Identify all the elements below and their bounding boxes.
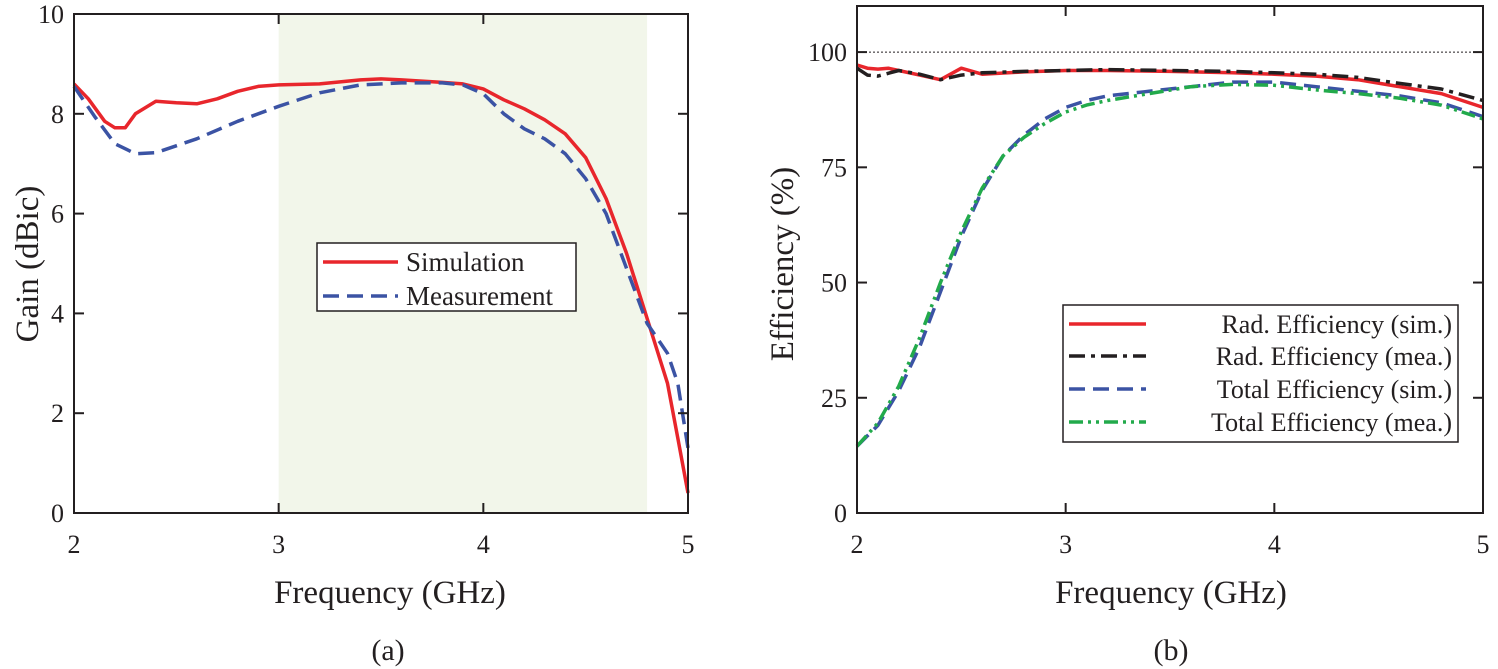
y-axis-title: Efficiency (%) xyxy=(765,167,801,362)
legend-entry-measurement: Measurement xyxy=(406,281,553,311)
y-tick-label: 10 xyxy=(38,0,64,29)
x-axis-title: Frequency (GHz) xyxy=(1055,575,1287,611)
legend-entry-simulation: Simulation xyxy=(406,247,525,277)
y-tick-label: 8 xyxy=(51,100,64,129)
x-tick-labels: 2 3 4 5 xyxy=(68,530,695,559)
y-tick-label: 25 xyxy=(821,384,847,413)
legend: Simulation Measurement xyxy=(316,242,577,312)
series-line-simulation xyxy=(72,77,690,494)
series-line-measurement xyxy=(72,81,690,449)
legend: Rad. Efficiency (sim.) Rad. Efficiency (… xyxy=(1062,304,1459,443)
y-tick-label: 6 xyxy=(51,200,64,229)
x-tick-label: 2 xyxy=(68,530,81,559)
x-tick-label: 4 xyxy=(477,530,490,559)
y-tick-label: 75 xyxy=(821,153,847,182)
y-tick-label: 4 xyxy=(51,299,64,328)
series-line-total-efficiency-mea xyxy=(855,82,1484,448)
efficiency-chart: 2 3 4 5 0 25 50 75 100 Frequency (GHz) E… xyxy=(765,5,1490,667)
x-tick-label: 4 xyxy=(1268,530,1281,559)
gain-plot-area xyxy=(72,77,690,494)
series-line-rad-efficiency-mea xyxy=(856,66,1484,103)
y-tick-label: 2 xyxy=(51,399,64,428)
y-tick-labels: 0 2 4 6 8 10 xyxy=(38,0,64,528)
plot-frame xyxy=(856,5,1484,514)
series-line-rad-efficiency-sim xyxy=(856,63,1484,110)
x-tick-label: 3 xyxy=(272,530,285,559)
x-tick-labels: 2 3 4 5 xyxy=(851,530,1490,559)
series-line-total-efficiency-sim xyxy=(855,80,1484,448)
y-axis-title: Gain (dBic) xyxy=(10,186,46,343)
y-tick-labels: 0 25 50 75 100 xyxy=(808,38,847,528)
y-tick-label: 0 xyxy=(834,499,847,528)
y-tick-label: 100 xyxy=(808,38,847,67)
legend-box xyxy=(316,242,577,312)
legend-entry-total-sim: Total Efficiency (sim.) xyxy=(1217,375,1452,404)
x-axis-title: Frequency (GHz) xyxy=(274,575,506,611)
y-tick-label: 50 xyxy=(821,269,847,298)
x-tick-label: 5 xyxy=(682,530,695,559)
x-tick-label: 5 xyxy=(1477,530,1490,559)
x-tick-label: 3 xyxy=(1059,530,1072,559)
legend-entry-rad-mea: Rad. Efficiency (mea.) xyxy=(1216,342,1452,371)
efficiency-plot-area xyxy=(855,63,1484,448)
y-tick-label: 0 xyxy=(51,499,64,528)
legend-entry-total-mea: Total Efficiency (mea.) xyxy=(1211,408,1452,437)
gain-chart: 2 3 4 5 0 2 4 6 8 10 Frequency (GHz) Gai… xyxy=(10,0,695,667)
x-tick-label: 2 xyxy=(851,530,864,559)
legend-entry-rad-sim: Rad. Efficiency (sim.) xyxy=(1221,310,1452,339)
panel-label: (a) xyxy=(371,634,404,667)
panel-label: (b) xyxy=(1154,634,1189,667)
legend-box xyxy=(1062,304,1459,443)
plot-frame xyxy=(73,13,689,514)
